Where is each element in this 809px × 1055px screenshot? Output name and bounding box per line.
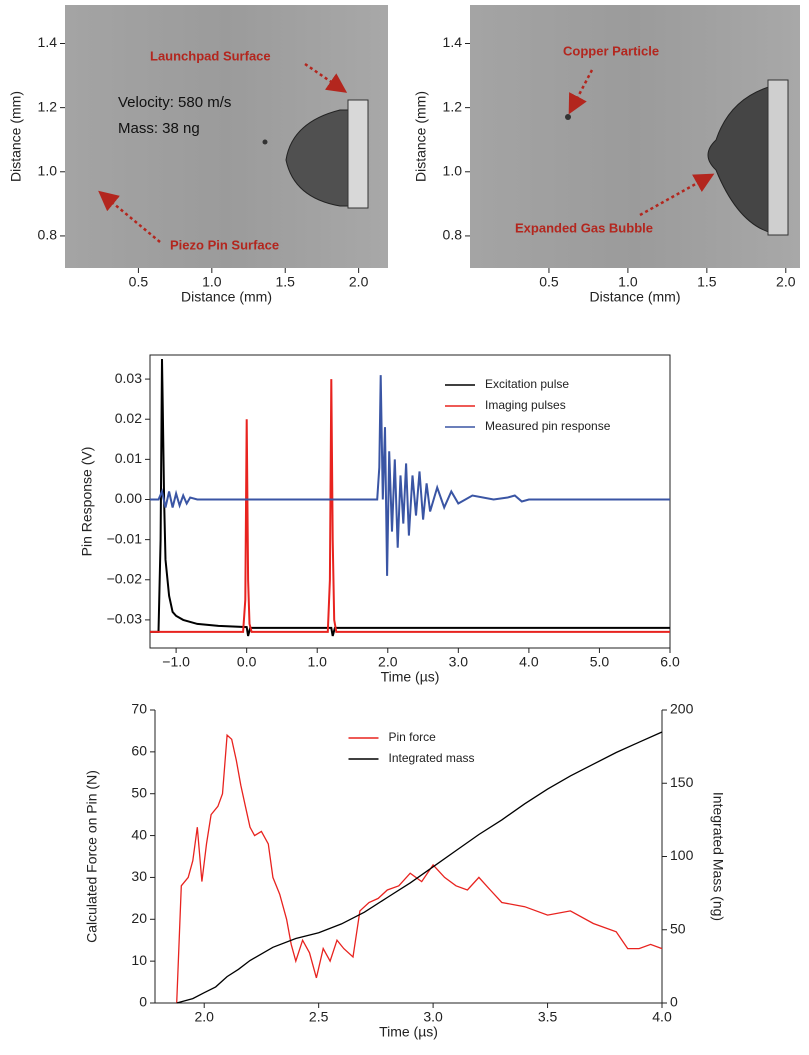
y-tick-label: 0.01 xyxy=(115,450,142,466)
y-tick-label: 50 xyxy=(131,784,147,800)
y-axis-label: Distance (mm) xyxy=(413,91,429,182)
series-line xyxy=(176,731,663,1004)
y-tick-label: 1.4 xyxy=(443,34,463,50)
x-tick-label: 0.0 xyxy=(237,654,257,670)
y-tick-label: 1.0 xyxy=(38,162,58,178)
plot-frame xyxy=(149,354,671,649)
x-tick-label: 2.0 xyxy=(194,1009,214,1025)
legend-label: Pin force xyxy=(389,730,437,744)
series-line xyxy=(150,379,670,633)
y-axis-label: Pin Response (V) xyxy=(79,447,95,557)
annotation: Expanded Gas Bubble xyxy=(515,220,653,235)
y-tick-label: 1.0 xyxy=(443,162,463,178)
y-tick-label: 1.2 xyxy=(38,98,58,114)
y2-tick-label: 50 xyxy=(670,920,686,936)
series-line xyxy=(150,358,670,637)
y2-axis-label: Integrated Mass (ng) xyxy=(710,792,726,921)
x-tick-label: 2.0 xyxy=(776,274,796,290)
x-tick-label: 2.0 xyxy=(349,274,369,290)
annotation: Velocity: 580 m/s xyxy=(118,94,231,111)
x-tick-label: 3.5 xyxy=(538,1009,558,1025)
dot xyxy=(565,114,571,120)
x-tick-label: 0.5 xyxy=(129,274,149,290)
y-tick-label: 0.03 xyxy=(115,370,142,386)
arrow xyxy=(98,190,161,243)
y-tick-label: 0.00 xyxy=(115,490,142,506)
launchpad xyxy=(347,99,369,209)
y2-tick-label: 0 xyxy=(670,994,678,1010)
x-tick-label: 1.5 xyxy=(697,274,717,290)
x-tick-label: 6.0 xyxy=(660,654,680,670)
y-tick-label: 20 xyxy=(131,910,147,926)
y-tick-label: 40 xyxy=(131,826,147,842)
x-tick-label: 1.0 xyxy=(618,274,638,290)
dot xyxy=(262,139,268,145)
arrow xyxy=(304,62,348,93)
y-tick-label: 10 xyxy=(131,952,147,968)
arrow xyxy=(568,69,594,115)
y-tick-label: −0.03 xyxy=(107,611,143,627)
y-tick-label: 0 xyxy=(139,994,147,1010)
x-tick-label: 1.0 xyxy=(202,274,222,290)
x-tick-label: 3.0 xyxy=(423,1009,443,1025)
annotation: Mass: 38 ng xyxy=(118,120,200,137)
y2-tick-label: 200 xyxy=(670,701,694,717)
x-axis-label: Distance (mm) xyxy=(181,289,272,305)
x-axis-label: Time (µs) xyxy=(381,669,440,685)
x-tick-label: 1.5 xyxy=(275,274,295,290)
legend-label: Integrated mass xyxy=(389,751,475,765)
y-tick-label: 0.02 xyxy=(115,410,142,426)
arrow xyxy=(639,173,715,217)
x-tick-label: 4.0 xyxy=(652,1009,672,1025)
annotation: Copper Particle xyxy=(563,43,659,58)
x-tick-label: 2.0 xyxy=(378,654,398,670)
series-line xyxy=(176,733,663,1004)
particle-shape xyxy=(285,109,351,207)
x-tick-label: −1.0 xyxy=(162,654,190,670)
launchpad xyxy=(767,79,789,236)
x-axis-label: Time (µs) xyxy=(379,1024,438,1040)
x-tick-label: 3.0 xyxy=(449,654,469,670)
x-tick-label: 5.0 xyxy=(590,654,610,670)
bubble-shape xyxy=(707,85,773,234)
y-tick-label: 0.8 xyxy=(38,227,58,243)
x-tick-label: 0.5 xyxy=(539,274,559,290)
y-tick-label: −0.01 xyxy=(107,530,143,546)
annotation: Launchpad Surface xyxy=(150,48,271,63)
x-tick-label: 2.5 xyxy=(309,1009,329,1025)
legend-label: Imaging pulses xyxy=(485,398,566,412)
series-line xyxy=(150,375,670,576)
x-tick-label: 4.0 xyxy=(519,654,539,670)
x-tick-label: 1.0 xyxy=(307,654,327,670)
legend-label: Excitation pulse xyxy=(485,377,569,391)
legend-label: Measured pin response xyxy=(485,419,611,433)
y-tick-label: 70 xyxy=(131,701,147,717)
y-tick-label: 0.8 xyxy=(443,227,463,243)
y-tick-label: −0.02 xyxy=(107,570,143,586)
y-tick-label: 30 xyxy=(131,868,147,884)
y-tick-label: 1.4 xyxy=(38,34,58,50)
y-axis-label: Distance (mm) xyxy=(8,91,24,182)
annotation: Piezo Pin Surface xyxy=(170,237,279,252)
y-tick-label: 60 xyxy=(131,743,147,759)
y-axis-label: Calculated Force on Pin (N) xyxy=(84,770,100,943)
y2-tick-label: 100 xyxy=(670,847,694,863)
y2-tick-label: 150 xyxy=(670,774,694,790)
y-tick-label: 1.2 xyxy=(443,98,463,114)
x-axis-label: Distance (mm) xyxy=(589,289,680,305)
